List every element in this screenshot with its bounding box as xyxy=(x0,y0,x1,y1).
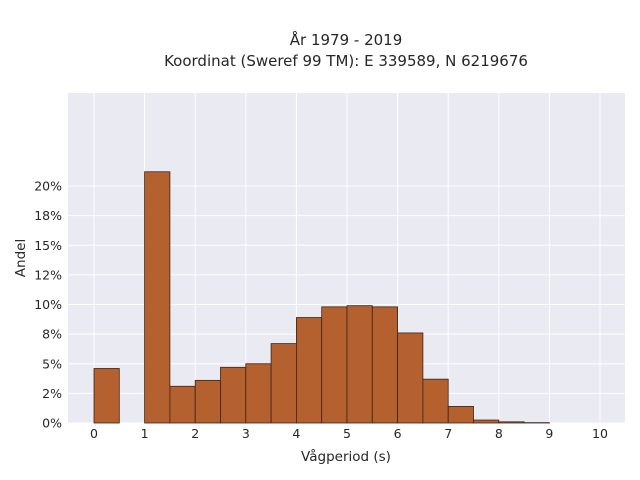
histogram-bar xyxy=(498,421,525,424)
y-tick-label: 10% xyxy=(34,297,62,312)
x-tick-label: 7 xyxy=(444,426,452,441)
histogram-bar xyxy=(220,366,247,424)
histogram-bar xyxy=(397,332,424,424)
y-tick-label: 18% xyxy=(34,208,62,223)
y-tick-label: 2% xyxy=(42,386,62,401)
x-tick-label: 10 xyxy=(592,426,608,441)
y-tick-label: 20% xyxy=(34,179,62,194)
x-tick-label: 2 xyxy=(191,426,199,441)
y-tick-label: 12% xyxy=(34,267,62,282)
x-tick-label: 3 xyxy=(242,426,250,441)
y-tick-label: 5% xyxy=(42,356,62,371)
x-axis-label: Vågperiod (s) xyxy=(301,448,391,465)
x-tick-label: 1 xyxy=(141,426,149,441)
x-tick-label: 5 xyxy=(343,426,351,441)
histogram-bar xyxy=(371,306,398,424)
histogram-bar xyxy=(270,343,297,424)
histogram-bar xyxy=(245,363,272,424)
histogram-bar xyxy=(169,385,196,424)
histogram-bar xyxy=(473,419,500,424)
histogram-bar xyxy=(447,406,474,424)
histogram-bar xyxy=(93,368,120,424)
x-tick-label: 4 xyxy=(292,426,300,441)
y-axis-label: Andel xyxy=(13,239,29,277)
bars xyxy=(93,171,550,424)
histogram-bar xyxy=(194,379,221,424)
y-axis-ticks: 0% 2% 5% 8% 10% 12% 15% 18% 20% xyxy=(34,179,62,431)
x-tick-label: 0 xyxy=(90,426,98,441)
histogram-bar xyxy=(346,305,373,424)
histogram-bar xyxy=(295,317,323,424)
y-tick-label: 0% xyxy=(42,416,62,431)
chart-title: År 1979 - 2019 xyxy=(290,30,403,49)
y-tick-label: 8% xyxy=(42,327,62,342)
x-tick-label: 8 xyxy=(495,426,503,441)
histogram-bar xyxy=(422,378,449,424)
chart-subtitle: Koordinat (Sweref 99 TM): E 339589, N 62… xyxy=(164,52,528,70)
histogram-bar xyxy=(144,171,171,424)
y-tick-label: 15% xyxy=(34,238,62,253)
histogram-bar xyxy=(321,306,348,424)
x-tick-label: 6 xyxy=(394,426,402,441)
x-tick-label: 9 xyxy=(545,426,553,441)
x-axis-ticks: 0 1 2 3 4 5 6 7 8 9 10 xyxy=(90,426,608,441)
